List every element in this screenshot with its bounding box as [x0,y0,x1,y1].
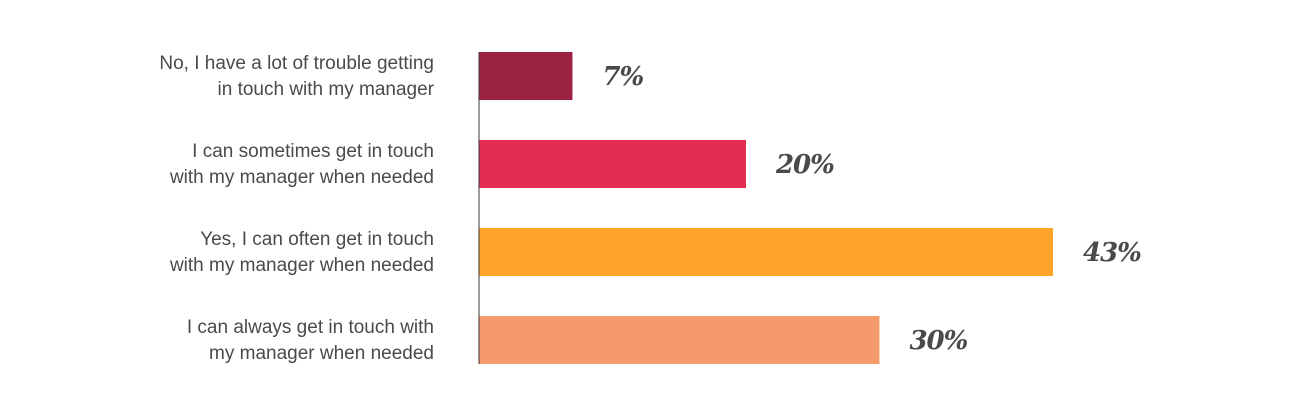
value-label-3: 43% [1083,238,1141,268]
category-label-2-line-1: I can sometimes get in touch [192,141,434,162]
value-label-4: 30% [909,326,967,356]
category-label-2: I can sometimes get in touch with my mana… [169,141,434,188]
category-label-1-line-1: No, I have a lot of trouble getting [159,53,434,74]
bar-4 [479,316,880,364]
category-labels-group: No, I have a lot of trouble getting in to… [159,53,434,364]
category-label-2-line-2: with my manager when needed [169,167,434,188]
category-label-3: Yes, I can often get in touch with my man… [169,229,434,276]
value-label-1: 7% [602,62,643,92]
value-labels-group: 7% 20% 43% 30% [602,62,1142,356]
value-label-2: 20% [775,150,834,180]
category-label-3-line-2: with my manager when needed [169,255,434,276]
bar-2 [479,140,746,188]
category-label-4-line-1: I can always get in touch with [187,317,434,338]
bar-1 [479,52,573,100]
category-label-3-line-1: Yes, I can often get in touch [200,229,434,250]
category-label-4-line-2: my manager when needed [209,343,434,364]
category-label-1-line-2: in touch with my manager [218,79,435,100]
bars-group [479,52,1053,364]
bar-3 [479,228,1053,276]
category-label-1: No, I have a lot of trouble getting in to… [159,53,434,100]
category-label-4: I can always get in touch with my manager… [187,317,434,364]
